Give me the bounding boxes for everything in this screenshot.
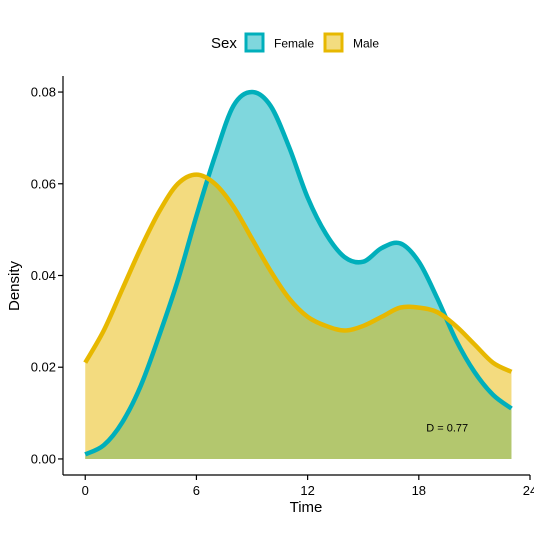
- x-axis-label: Time: [290, 499, 323, 516]
- y-tick-label: 0.00: [31, 451, 56, 466]
- legend-key-male: [323, 32, 344, 53]
- legend-label-female: Female: [274, 37, 314, 51]
- density-areas: [85, 92, 512, 459]
- line-female: [84, 89, 513, 457]
- x-tick-label: 0: [82, 483, 89, 498]
- y-tick-label: 0.06: [31, 176, 56, 191]
- y-tick-label: 0.08: [31, 85, 56, 100]
- y-tick-label: 0.04: [31, 268, 56, 283]
- legend-key-female: [244, 32, 265, 53]
- x-tick-label: 6: [193, 483, 200, 498]
- x-tick-label: 18: [412, 483, 426, 498]
- line-male: [83, 172, 513, 374]
- y-axis-label: Density: [6, 260, 23, 311]
- y-tick-label: 0.02: [31, 360, 56, 375]
- x-tick-label: 24: [523, 483, 534, 498]
- legend: Sex Female Male: [211, 32, 379, 53]
- density-lines: [83, 89, 513, 457]
- legend-label-male: Male: [353, 37, 379, 51]
- area-male: [85, 174, 512, 459]
- x-tick-label: 12: [300, 483, 314, 498]
- ks-annotation: D = 0.77: [426, 422, 468, 434]
- axis-ticks: 0 6 12 18 24 0.00 0.02 0.04 0.06 0.08: [31, 85, 534, 498]
- legend-title: Sex: [211, 35, 237, 52]
